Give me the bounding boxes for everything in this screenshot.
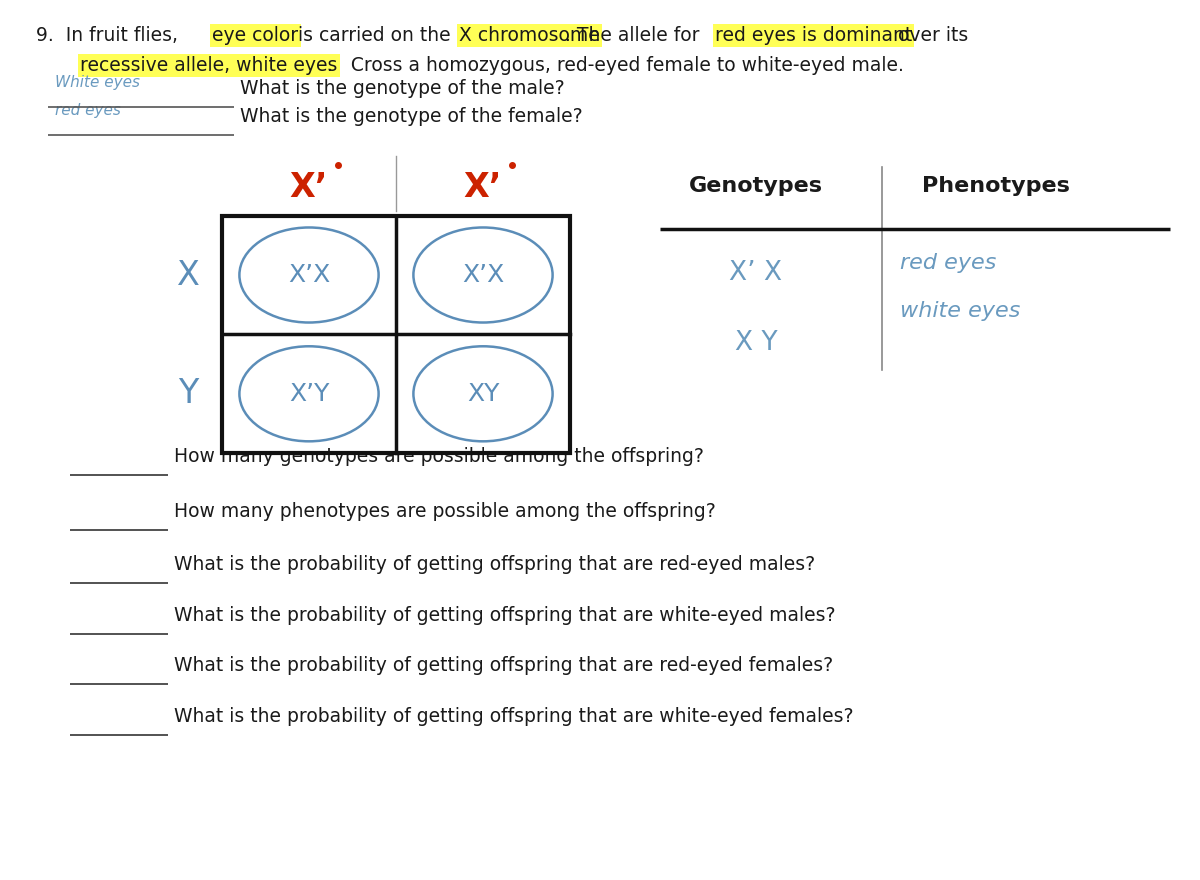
Text: . The allele for: . The allele for xyxy=(565,26,706,46)
Text: White eyes: White eyes xyxy=(55,75,140,90)
Bar xyxy=(222,216,570,453)
Text: X’ X: X’ X xyxy=(730,260,782,286)
Text: X’: X’ xyxy=(464,171,502,204)
Text: Phenotypes: Phenotypes xyxy=(922,176,1070,196)
Text: X’X: X’X xyxy=(288,263,330,287)
Text: eye color: eye color xyxy=(212,26,299,46)
Text: X chromosome: X chromosome xyxy=(460,26,600,46)
Text: What is the genotype of the female?: What is the genotype of the female? xyxy=(240,106,583,126)
Text: red eyes: red eyes xyxy=(55,103,121,118)
Text: X’Y: X’Y xyxy=(289,382,329,406)
Text: over its: over its xyxy=(892,26,967,46)
Text: XY: XY xyxy=(467,382,499,406)
Text: What is the probability of getting offspring that are red-eyed females?: What is the probability of getting offsp… xyxy=(174,656,833,675)
Text: 9.  In fruit flies,: 9. In fruit flies, xyxy=(36,26,184,46)
Text: What is the probability of getting offspring that are white-eyed females?: What is the probability of getting offsp… xyxy=(174,707,853,726)
Text: X’: X’ xyxy=(290,171,328,204)
Text: How many genotypes are possible among the offspring?: How many genotypes are possible among th… xyxy=(174,447,704,466)
Text: How many phenotypes are possible among the offspring?: How many phenotypes are possible among t… xyxy=(174,502,715,521)
Text: What is the probability of getting offspring that are white-eyed males?: What is the probability of getting offsp… xyxy=(174,605,835,625)
Text: white eyes: white eyes xyxy=(900,301,1020,321)
Text: red eyes is dominant: red eyes is dominant xyxy=(715,26,912,46)
Text: recessive allele, white eyes: recessive allele, white eyes xyxy=(80,56,337,76)
Text: What is the probability of getting offspring that are red-eyed males?: What is the probability of getting offsp… xyxy=(174,554,815,574)
Text: .   Cross a homozygous, red-eyed female to white-eyed male.: . Cross a homozygous, red-eyed female to… xyxy=(328,56,904,76)
Text: Genotypes: Genotypes xyxy=(689,176,823,196)
Text: Y: Y xyxy=(179,378,198,410)
Text: X Y: X Y xyxy=(734,330,778,356)
Text: red eyes: red eyes xyxy=(900,253,996,274)
Text: X’X: X’X xyxy=(462,263,504,287)
Text: X: X xyxy=(176,259,200,291)
Text: What is the genotype of the male?: What is the genotype of the male? xyxy=(240,78,565,98)
Text: is carried on the: is carried on the xyxy=(292,26,456,46)
